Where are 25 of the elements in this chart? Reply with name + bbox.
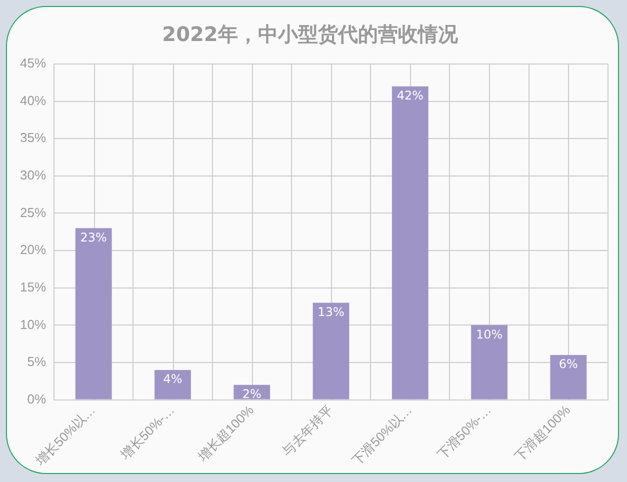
- y-tick-label: 35%: [20, 130, 46, 146]
- y-tick-label: 10%: [20, 316, 46, 332]
- y-tick-label: 20%: [20, 242, 46, 258]
- bar: [550, 355, 587, 400]
- y-tick-label: 40%: [20, 92, 46, 108]
- y-tick-label: 45%: [20, 56, 46, 71]
- bar: [75, 228, 112, 400]
- data-label: 10%: [476, 327, 503, 342]
- y-tick-label: 30%: [20, 168, 46, 183]
- data-label: 42%: [396, 88, 424, 103]
- data-label: 2%: [242, 387, 262, 401]
- data-label: 4%: [163, 372, 182, 386]
- y-tick-label: 25%: [20, 204, 46, 220]
- data-label: 13%: [318, 304, 344, 319]
- data-label: 23%: [80, 230, 107, 244]
- bar: [154, 370, 191, 400]
- y-tick-label: 15%: [20, 279, 46, 294]
- bar: [312, 302, 350, 400]
- chart-title: 2022年，中小型货代的营收情况: [162, 22, 459, 46]
- x-tick-label: 下滑50%以…: [349, 402, 415, 468]
- data-label: 6%: [558, 357, 578, 372]
- bar: [392, 86, 428, 400]
- bar: [471, 325, 508, 400]
- y-tick-label: 5%: [27, 354, 46, 370]
- x-tick-label: 与去年持平: [279, 402, 336, 459]
